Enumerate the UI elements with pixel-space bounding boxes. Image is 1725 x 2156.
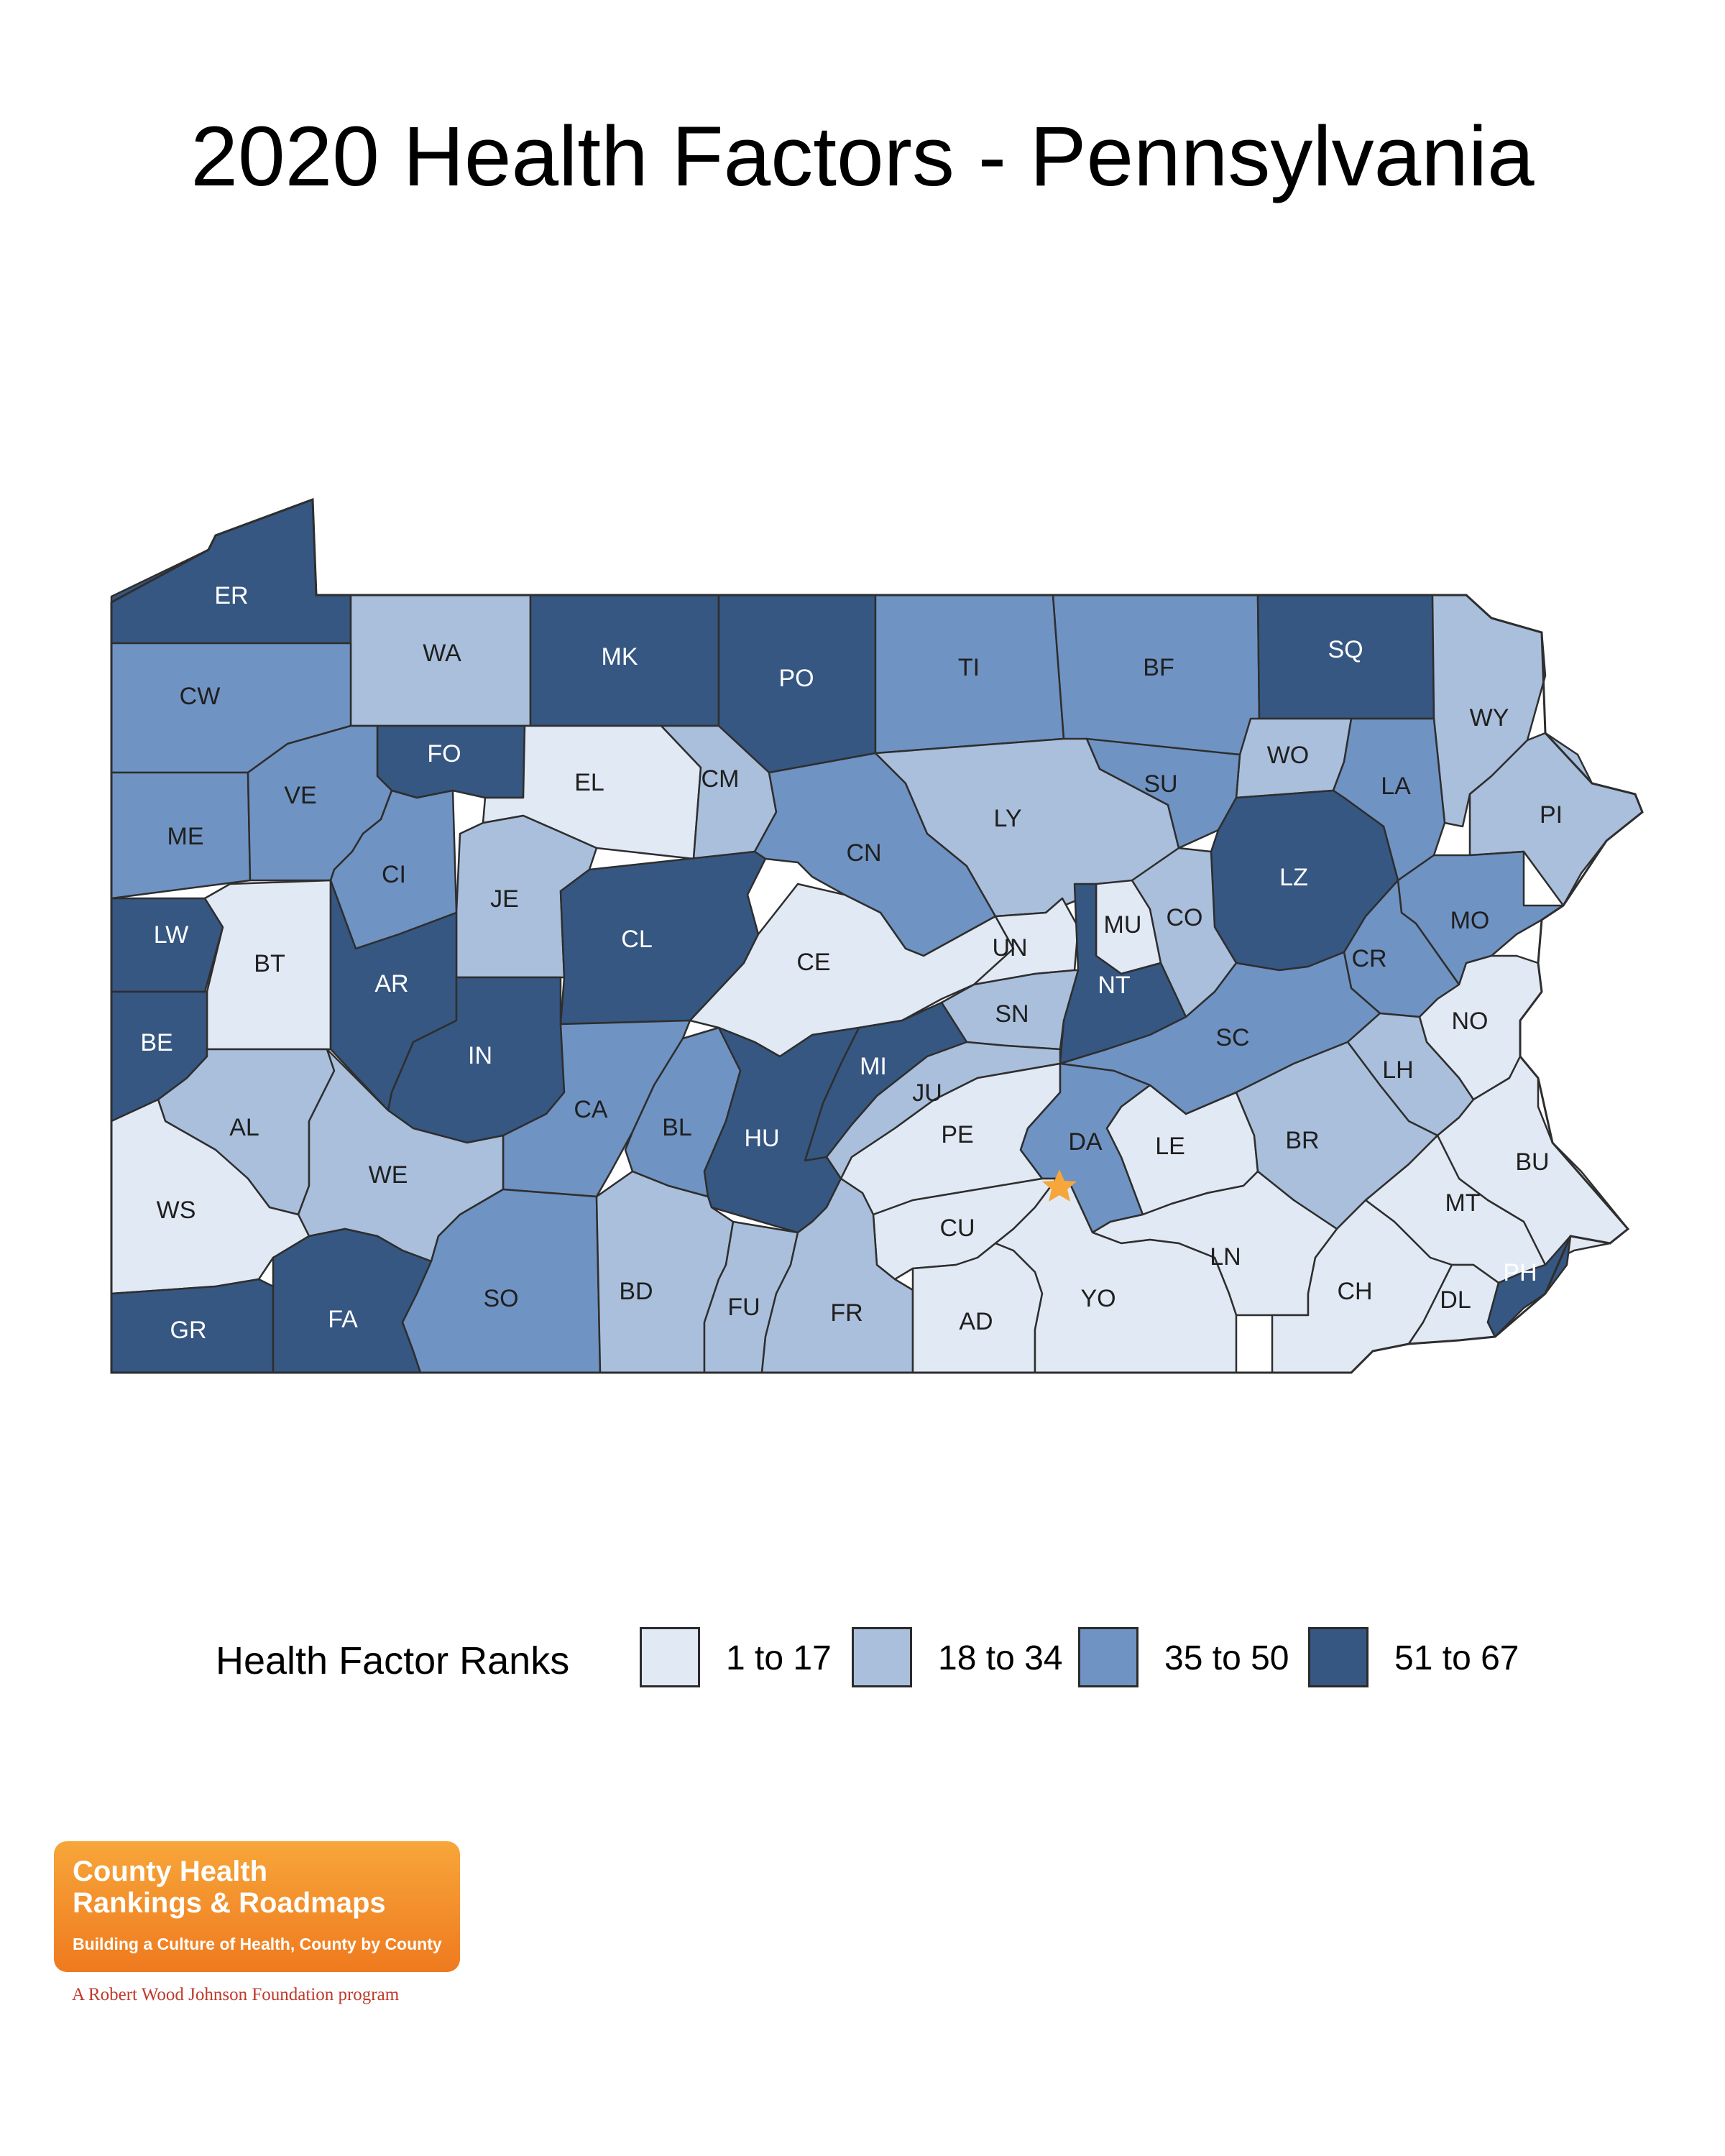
county-label-dl: DL bbox=[1440, 1286, 1471, 1314]
capital-star-icon bbox=[1042, 1169, 1077, 1202]
county-label-bl: BL bbox=[662, 1114, 692, 1141]
county-label-fa: FA bbox=[328, 1306, 358, 1333]
legend-swatch bbox=[1078, 1627, 1138, 1687]
county-label-wo: WO bbox=[1267, 742, 1310, 769]
county-label-wy: WY bbox=[1470, 704, 1509, 732]
county-label-co: CO bbox=[1167, 904, 1203, 931]
county-regions bbox=[110, 498, 1644, 1374]
county-label-ln: LN bbox=[1210, 1243, 1241, 1271]
county-label-mo: MO bbox=[1450, 907, 1490, 934]
county-label-so: SO bbox=[483, 1285, 518, 1312]
county-label-cr: CR bbox=[1351, 945, 1386, 972]
map-title: 2020 Health Factors - Pennsylvania bbox=[190, 109, 1535, 204]
legend-swatch bbox=[1308, 1627, 1368, 1687]
county-label-cl: CL bbox=[621, 926, 652, 953]
legend-label: 1 to 17 bbox=[726, 1639, 832, 1677]
county-label-we: WE bbox=[369, 1161, 408, 1189]
county-label-ce: CE bbox=[796, 949, 830, 976]
legend-label: 18 to 34 bbox=[938, 1639, 1063, 1677]
county-label-po: PO bbox=[778, 665, 814, 692]
county-label-ch: CH bbox=[1337, 1278, 1372, 1305]
county-label-ws: WS bbox=[157, 1197, 196, 1224]
county-label-lh: LH bbox=[1382, 1056, 1413, 1084]
county-label-fr: FR bbox=[830, 1299, 862, 1327]
county-label-pi: PI bbox=[1540, 801, 1563, 829]
county-label-br: BR bbox=[1285, 1127, 1319, 1154]
county-label-hu: HU bbox=[744, 1125, 779, 1152]
county-label-mi: MI bbox=[860, 1053, 887, 1080]
foundation-credit: A Robert Wood Johnson Foundation program bbox=[72, 1985, 400, 2004]
county-label-mk: MK bbox=[602, 643, 638, 671]
county-labels: ER WA MK PO TI BF SQ WY CW FO EL CM WO LA PI ME VE CI JE CN… bbox=[140, 582, 1563, 1344]
county-label-ly: LY bbox=[993, 805, 1021, 832]
county-label-la: LA bbox=[1381, 773, 1411, 800]
county-label-ti: TI bbox=[958, 654, 980, 681]
county-label-nt: NT bbox=[1098, 972, 1130, 999]
county-label-lz: LZ bbox=[1279, 864, 1308, 891]
county-su[interactable] bbox=[1085, 737, 1241, 849]
county-label-mt: MT bbox=[1445, 1189, 1480, 1217]
county-label-el: EL bbox=[574, 769, 604, 796]
county-label-cw: CW bbox=[180, 683, 221, 710]
county-label-sq: SQ bbox=[1328, 636, 1363, 663]
county-label-wa: WA bbox=[423, 640, 461, 667]
county-label-be: BE bbox=[140, 1029, 172, 1056]
legend-swatch bbox=[852, 1627, 912, 1687]
county-label-cn: CN bbox=[846, 839, 881, 867]
county-label-cm: CM bbox=[702, 765, 740, 793]
county-label-ci: CI bbox=[382, 861, 406, 888]
county-label-ju: JU bbox=[912, 1079, 942, 1107]
county-label-bt: BT bbox=[254, 950, 285, 977]
logo-line-1: County Health bbox=[73, 1856, 268, 1887]
county-label-bd: BD bbox=[619, 1278, 653, 1305]
county-ca[interactable] bbox=[502, 1019, 691, 1198]
county-label-cu: CU bbox=[939, 1215, 975, 1242]
county-label-bu: BU bbox=[1515, 1148, 1549, 1176]
county-label-je: JE bbox=[490, 885, 519, 913]
county-label-ca: CA bbox=[574, 1096, 608, 1123]
legend-label: 35 to 50 bbox=[1164, 1639, 1289, 1677]
county-label-su: SU bbox=[1144, 770, 1177, 798]
county-label-pe: PE bbox=[941, 1121, 973, 1148]
county-label-bf: BF bbox=[1143, 654, 1174, 681]
county-label-er: ER bbox=[214, 582, 248, 609]
state-outline bbox=[110, 497, 1644, 1374]
county-label-ad: AD bbox=[959, 1308, 993, 1335]
county-fr[interactable] bbox=[760, 1177, 914, 1374]
county-label-sn: SN bbox=[995, 1000, 1029, 1028]
county-label-in: IN bbox=[468, 1042, 492, 1069]
county-label-fo: FO bbox=[427, 740, 461, 768]
legend-swatch bbox=[640, 1627, 700, 1687]
legend-label: 51 to 67 bbox=[1394, 1639, 1519, 1677]
county-label-un: UN bbox=[992, 934, 1027, 962]
logo-tagline: Building a Culture of Health, County by … bbox=[73, 1935, 442, 1953]
county-label-sc: SC bbox=[1215, 1024, 1249, 1051]
county-label-lw: LW bbox=[154, 921, 188, 949]
county-label-ph: PH bbox=[1503, 1259, 1537, 1286]
county-label-gr: GR bbox=[170, 1317, 207, 1344]
county-label-yo: YO bbox=[1080, 1285, 1116, 1312]
county-label-ar: AR bbox=[374, 970, 408, 998]
county-label-le: LE bbox=[1155, 1133, 1185, 1160]
legend-title: Health Factor Ranks bbox=[216, 1639, 570, 1682]
county-label-no: NO bbox=[1452, 1008, 1489, 1035]
county-label-da: DA bbox=[1068, 1128, 1103, 1156]
chrr-logo[interactable]: County Health Rankings & Roadmaps Buildi… bbox=[54, 1841, 460, 1972]
logo-line-2: Rankings & Roadmaps bbox=[73, 1887, 386, 1919]
county-label-me: ME bbox=[167, 823, 204, 850]
county-label-ve: VE bbox=[284, 782, 316, 809]
county-label-fu: FU bbox=[727, 1294, 760, 1321]
county-label-al: AL bbox=[229, 1114, 259, 1141]
county-label-mu: MU bbox=[1104, 911, 1142, 939]
